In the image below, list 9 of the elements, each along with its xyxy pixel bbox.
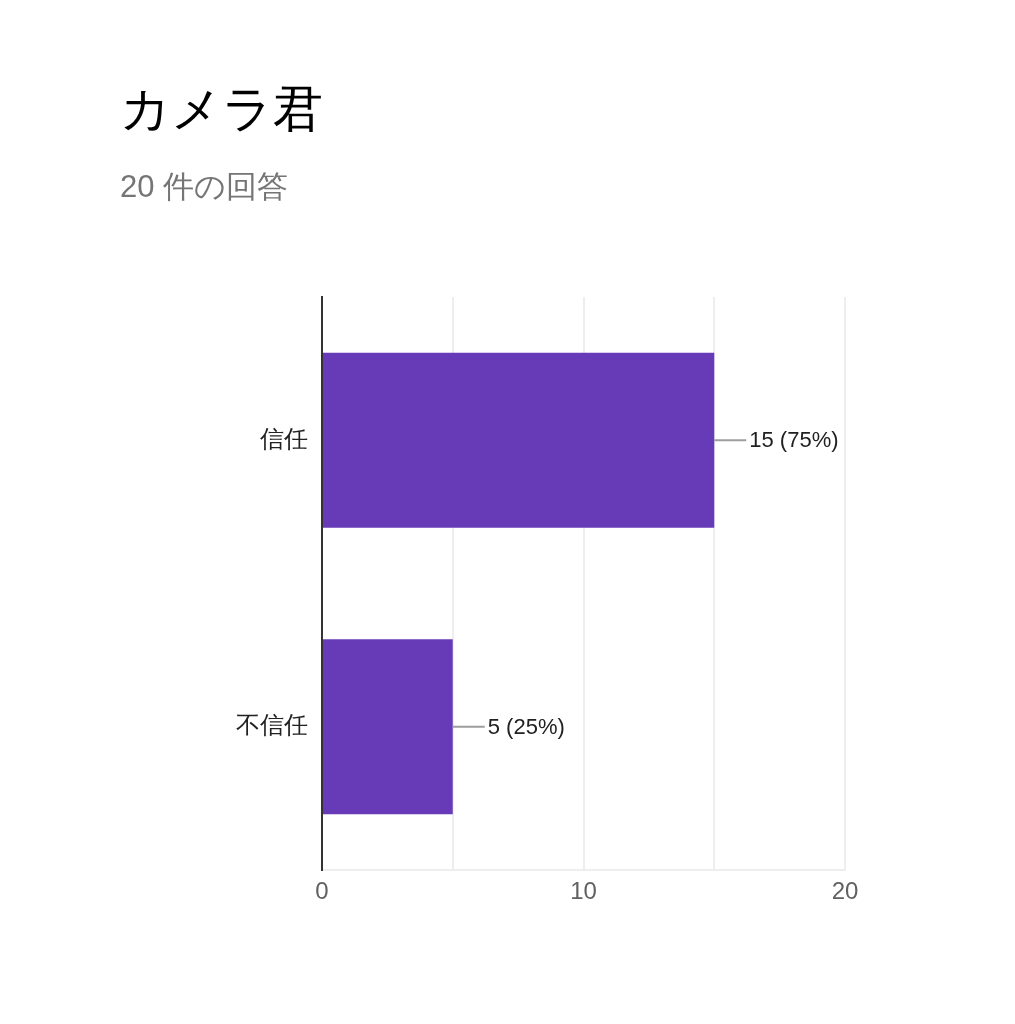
chart-subtitle: 20 件の回答 (120, 168, 289, 206)
y-tick-label: 不信任 (236, 711, 308, 739)
data-label: 5 (25%) (487, 713, 565, 739)
x-tick-label: 0 (315, 877, 329, 905)
y-tick-label: 信任 (260, 424, 308, 452)
data-label: 15 (75%) (749, 427, 839, 453)
x-tick-label: 10 (570, 877, 597, 905)
chart-title: カメラ君 (120, 80, 323, 139)
x-tick-label: 20 (831, 877, 859, 905)
